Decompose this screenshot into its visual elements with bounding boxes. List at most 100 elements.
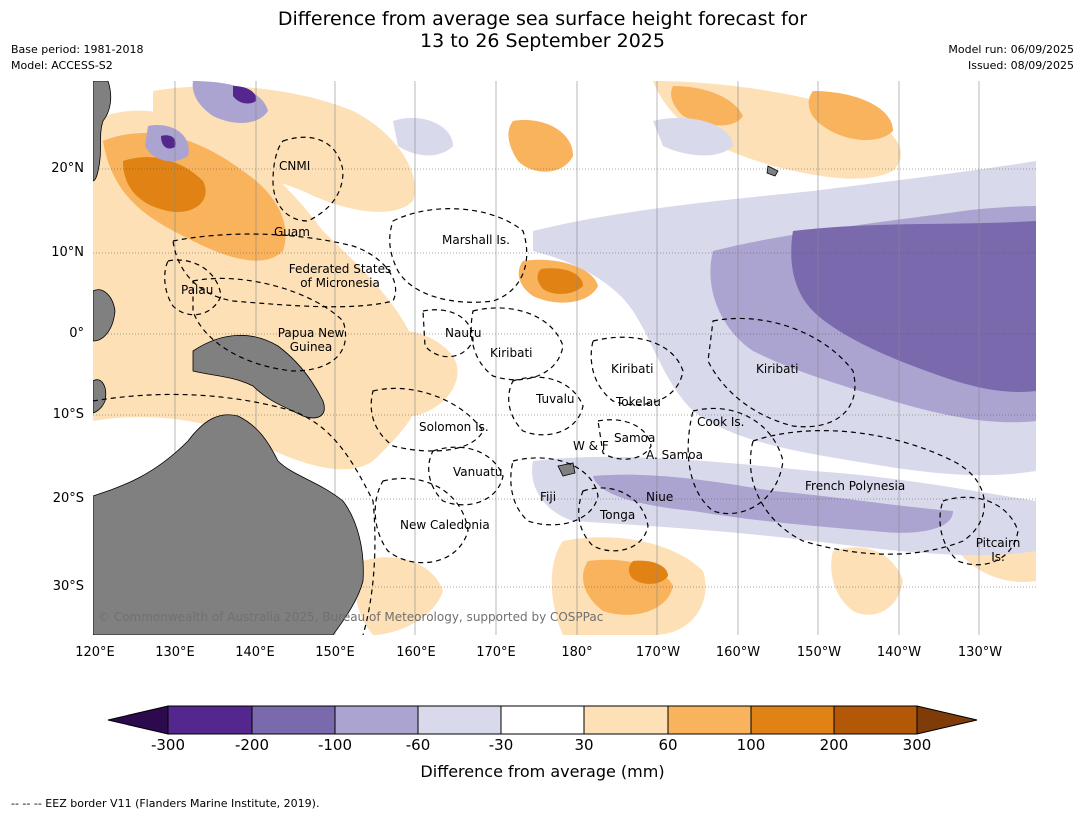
positive-anomaly-se [831,547,903,615]
map-svg [93,81,1036,635]
eez-australia [93,393,376,635]
colorbar-tick-6: 30 [574,736,594,754]
place-fiji: Fiji [540,490,557,504]
colorbar-tick-7: 60 [658,736,678,754]
place-cook: Cook Is. [697,415,745,429]
model-run-text: Model run: 06/09/2025 [948,43,1074,56]
model-text: Model: ACCESS-S2 [11,59,113,72]
eez-tuvalu [508,376,584,436]
negative-anomaly-nw2 [233,86,257,104]
negative-anomaly-south-band2 [593,474,953,533]
lon-label-150e: 150°E [315,645,355,660]
place-tokelau: Tokelau [616,395,661,409]
colorbar-seg-5 [500,705,585,735]
place-tonga: Tonga [600,508,636,522]
lon-label-160w: 160°W [715,645,761,660]
lon-label-170w: 170°W [635,645,681,660]
footer-eez-note: -- -- -- EEZ border V11 (Flanders Marine… [11,797,320,810]
positive-anomaly-spot2c [537,268,583,294]
borneo-edge [93,289,116,342]
eez-samoa [597,419,652,460]
colorbar [107,705,978,735]
colorbar-label: Difference from average (mm) [420,762,665,781]
title-line-2: 13 to 26 September 2025 [420,30,665,52]
place-vanuatu: Vanuatu [453,465,503,479]
lat-label-30s: 30°S [52,579,84,594]
lat-label-10s: 10°S [52,407,84,422]
sulawesi-land [93,379,107,414]
lon-label-130e: 130°E [155,645,195,660]
place-pitcairn-line1: Pitcairn [975,536,1021,550]
latitude-gridlines [93,168,1036,588]
lon-label-180: 180° [561,645,593,660]
positive-anomaly-spot1 [508,120,573,172]
colorbar-tick-8: 100 [736,736,766,754]
positive-anomaly-core [123,157,206,212]
lat-label-20s: 20°S [52,491,84,506]
colorbar-seg-2 [251,705,336,735]
place-kiribati-central: Kiribati [611,362,654,376]
map-panel [93,81,1036,635]
copyright-notice: © Commonwealth of Australia 2025, Bureau… [98,610,604,624]
place-png-line2: Guinea [289,340,333,354]
eez-kiribati-phoenix [590,336,684,406]
place-pitcairn: Pitcairn Is. [968,536,1028,564]
colorbar-extend-low [107,705,169,735]
positive-anomaly-central [362,330,458,416]
colorbar-tick-1: -300 [150,736,186,754]
lon-label-130w: 130°W [957,645,1003,660]
place-solomon: Solomon Is. [419,420,489,434]
positive-anomaly-ne3 [808,91,893,141]
eez-tonga [578,487,649,552]
colorbar-seg-4 [417,705,502,735]
new-guinea-land [192,334,325,419]
colorbar-seg-6 [583,705,669,735]
place-cnmi: CNMI [279,159,311,173]
colorbar-tick-4: -60 [405,736,431,754]
negative-anomaly-east3 [791,221,1036,392]
place-asamoa: A. Samoa [646,448,703,462]
place-png-line1: Papua New [277,326,345,340]
issued-text: Issued: 08/09/2025 [967,59,1074,72]
eez-solomon [370,387,484,452]
negative-anomaly-mid2 [653,117,733,156]
place-png: Papua New Guinea [271,326,351,354]
eez-kiribati-gilbert [470,307,564,381]
lon-label-150w: 150°W [796,645,842,660]
eez-vanuatu [428,446,504,506]
colorbar-tick-2: -200 [234,736,270,754]
eez-borders [93,136,1019,635]
place-fsm-line2: of Micronesia [300,276,380,290]
colorbar-seg-7 [667,705,752,735]
place-nauru: Nauru [445,326,482,340]
lat-label-20n: 20°N [51,161,84,176]
eez-marshall [389,208,528,303]
place-new-caledonia: New Caledonia [400,518,490,532]
meta-left: Base period: 1981-2018 Model: ACCESS-S2 [11,42,143,74]
hawaii-land [766,165,779,177]
positive-anomaly-ne2 [671,86,743,126]
colorbar-extend-high [916,705,978,735]
eez-kiribati-line [707,317,856,428]
australia-land [93,414,364,635]
lon-label-160e: 160°E [396,645,436,660]
eez-cook [687,407,784,515]
lon-label-120e: 120°E [75,645,115,660]
colorbar-tick-3: -100 [317,736,353,754]
eez-newcal [374,477,469,564]
place-niue: Niue [646,490,674,504]
place-kiribati-east: Kiribati [756,362,799,376]
lon-label-140w: 140°W [876,645,922,660]
meta-right: Model run: 06/09/2025 Issued: 08/09/2025 [948,42,1074,74]
eez-png [192,277,347,372]
colorbar-seg-3 [334,705,419,735]
colorbar-tick-9: 200 [819,736,849,754]
place-tuvalu: Tuvalu [536,392,575,406]
eez-cnmi [272,136,344,222]
place-kiribati-west: Kiribati [490,346,533,360]
lon-label-170e: 170°E [476,645,516,660]
place-samoa: Samoa [614,431,656,445]
base-period-text: Base period: 1981-2018 [11,43,144,56]
place-fsm: Federated States of Micronesia [285,262,395,290]
longitude-gridlines [174,81,980,635]
